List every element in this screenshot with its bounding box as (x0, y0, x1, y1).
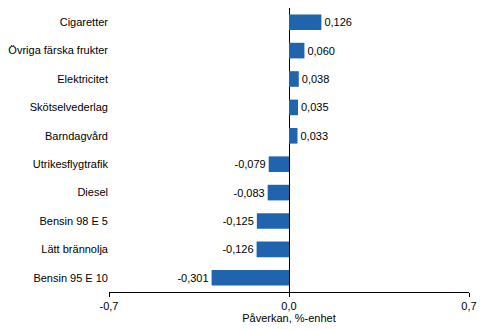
svg-text:0,126: 0,126 (324, 16, 352, 28)
svg-text:Skötselvederlag: Skötselvederlag (30, 101, 108, 113)
svg-text:-0,301: -0,301 (177, 272, 208, 284)
svg-text:Diesel: Diesel (77, 186, 108, 198)
svg-text:0,038: 0,038 (302, 73, 330, 85)
svg-text:Elektricitet: Elektricitet (57, 73, 108, 85)
svg-text:0,033: 0,033 (300, 130, 328, 142)
svg-text:-0,083: -0,083 (233, 187, 264, 199)
svg-text:0,7: 0,7 (461, 300, 476, 312)
svg-text:-0,125: -0,125 (223, 215, 254, 227)
svg-text:0,060: 0,060 (307, 45, 335, 57)
svg-text:Utrikesflygtrafik: Utrikesflygtrafik (33, 158, 109, 170)
svg-text:0,035: 0,035 (301, 101, 329, 113)
svg-text:-0,126: -0,126 (222, 243, 253, 255)
svg-text:0,0: 0,0 (281, 300, 296, 312)
svg-text:Övriga färska frukter: Övriga färska frukter (8, 44, 108, 56)
svg-text:-0,7: -0,7 (100, 300, 119, 312)
svg-text:-0,079: -0,079 (234, 158, 265, 170)
svg-text:Bensin 95 E 10: Bensin 95 E 10 (33, 272, 108, 284)
svg-text:Cigaretter: Cigaretter (60, 16, 109, 28)
svg-text:Bensin 98 E 5: Bensin 98 E 5 (40, 215, 109, 227)
svg-text:Lätt brännolja: Lätt brännolja (41, 243, 109, 255)
svg-text:Barndagvård: Barndagvård (45, 130, 108, 142)
svg-text:Påverkan, %-enhet: Påverkan, %-enhet (242, 312, 336, 324)
